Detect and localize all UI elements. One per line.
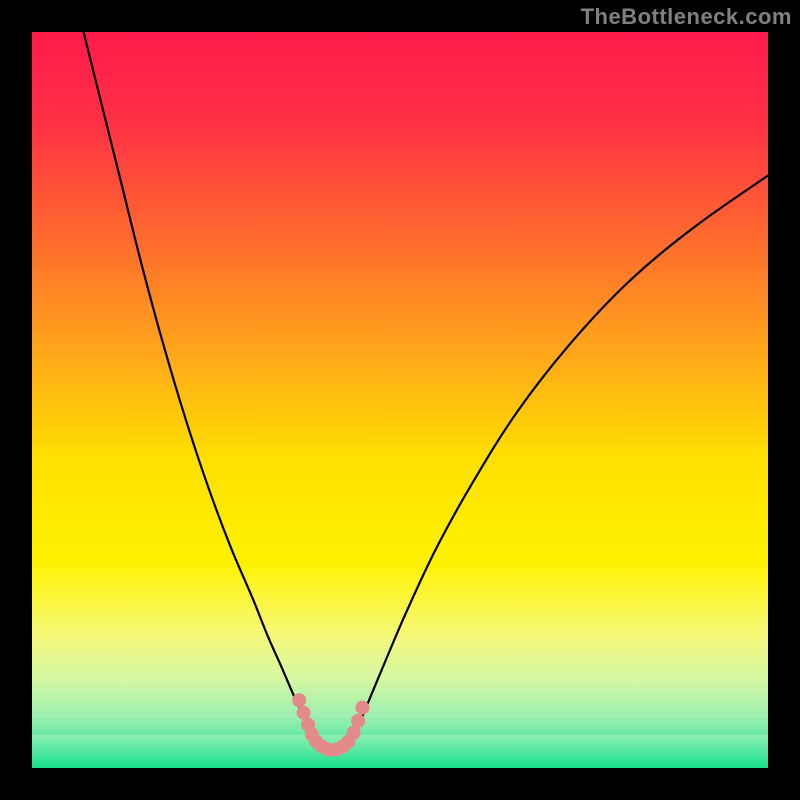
highlight-marker (352, 714, 365, 727)
green-band (32, 735, 768, 768)
plot-svg (0, 0, 800, 800)
highlight-marker (293, 694, 306, 707)
plot-background (32, 32, 768, 768)
highlight-marker (356, 701, 369, 714)
highlight-marker (347, 726, 360, 739)
highlight-marker (297, 706, 310, 719)
watermark-text: TheBottleneck.com (581, 4, 792, 30)
